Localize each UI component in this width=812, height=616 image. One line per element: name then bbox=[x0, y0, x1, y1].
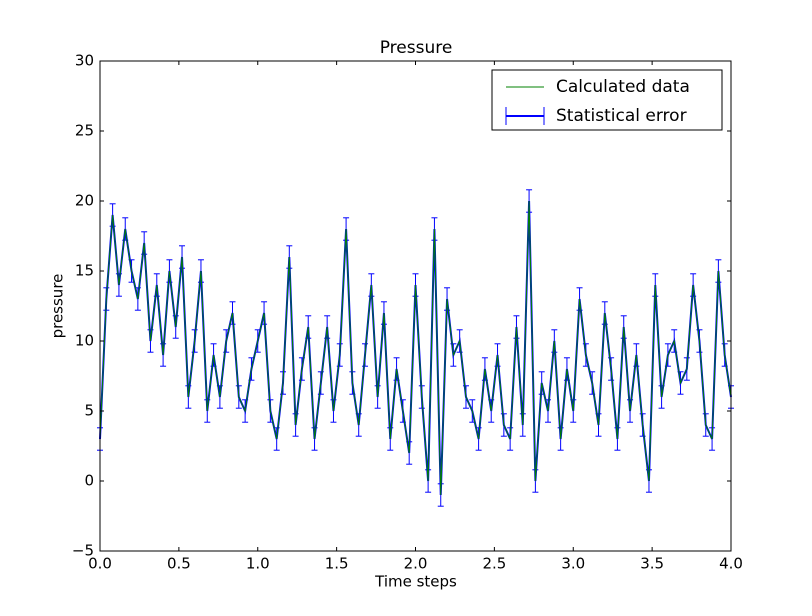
y-axis-label: pressure bbox=[49, 274, 67, 339]
x-tick-label: 4.0 bbox=[719, 555, 743, 573]
y-tick-label: 0 bbox=[84, 472, 94, 490]
y-tick-label: 25 bbox=[75, 122, 94, 140]
x-tick-label: 1.0 bbox=[246, 555, 270, 573]
y-tick-label: 10 bbox=[75, 332, 94, 350]
x-tick-label: 3.5 bbox=[640, 555, 664, 573]
legend-label: Statistical error bbox=[556, 106, 687, 126]
legend-label: Calculated data bbox=[556, 77, 690, 97]
data-line bbox=[99, 200, 732, 496]
y-tick-label: 20 bbox=[75, 192, 94, 210]
x-axis-label: Time steps bbox=[374, 573, 457, 591]
x-tick-label: 2.0 bbox=[404, 555, 428, 573]
chart-title: Pressure bbox=[380, 38, 453, 58]
x-tick-label: 1.5 bbox=[325, 555, 349, 573]
x-tick-label: 0.5 bbox=[167, 555, 191, 573]
x-tick-label: 2.5 bbox=[482, 555, 506, 573]
plot-frame bbox=[99, 60, 732, 552]
x-tick-label: 3.0 bbox=[561, 555, 585, 573]
y-tick-label: −5 bbox=[72, 542, 94, 560]
legend-box bbox=[491, 69, 723, 131]
y-tick-label: 30 bbox=[75, 52, 94, 70]
x-tick-label: 0.0 bbox=[88, 555, 112, 573]
y-tick-label: 15 bbox=[75, 262, 94, 280]
y-tick-label: 5 bbox=[84, 402, 94, 420]
